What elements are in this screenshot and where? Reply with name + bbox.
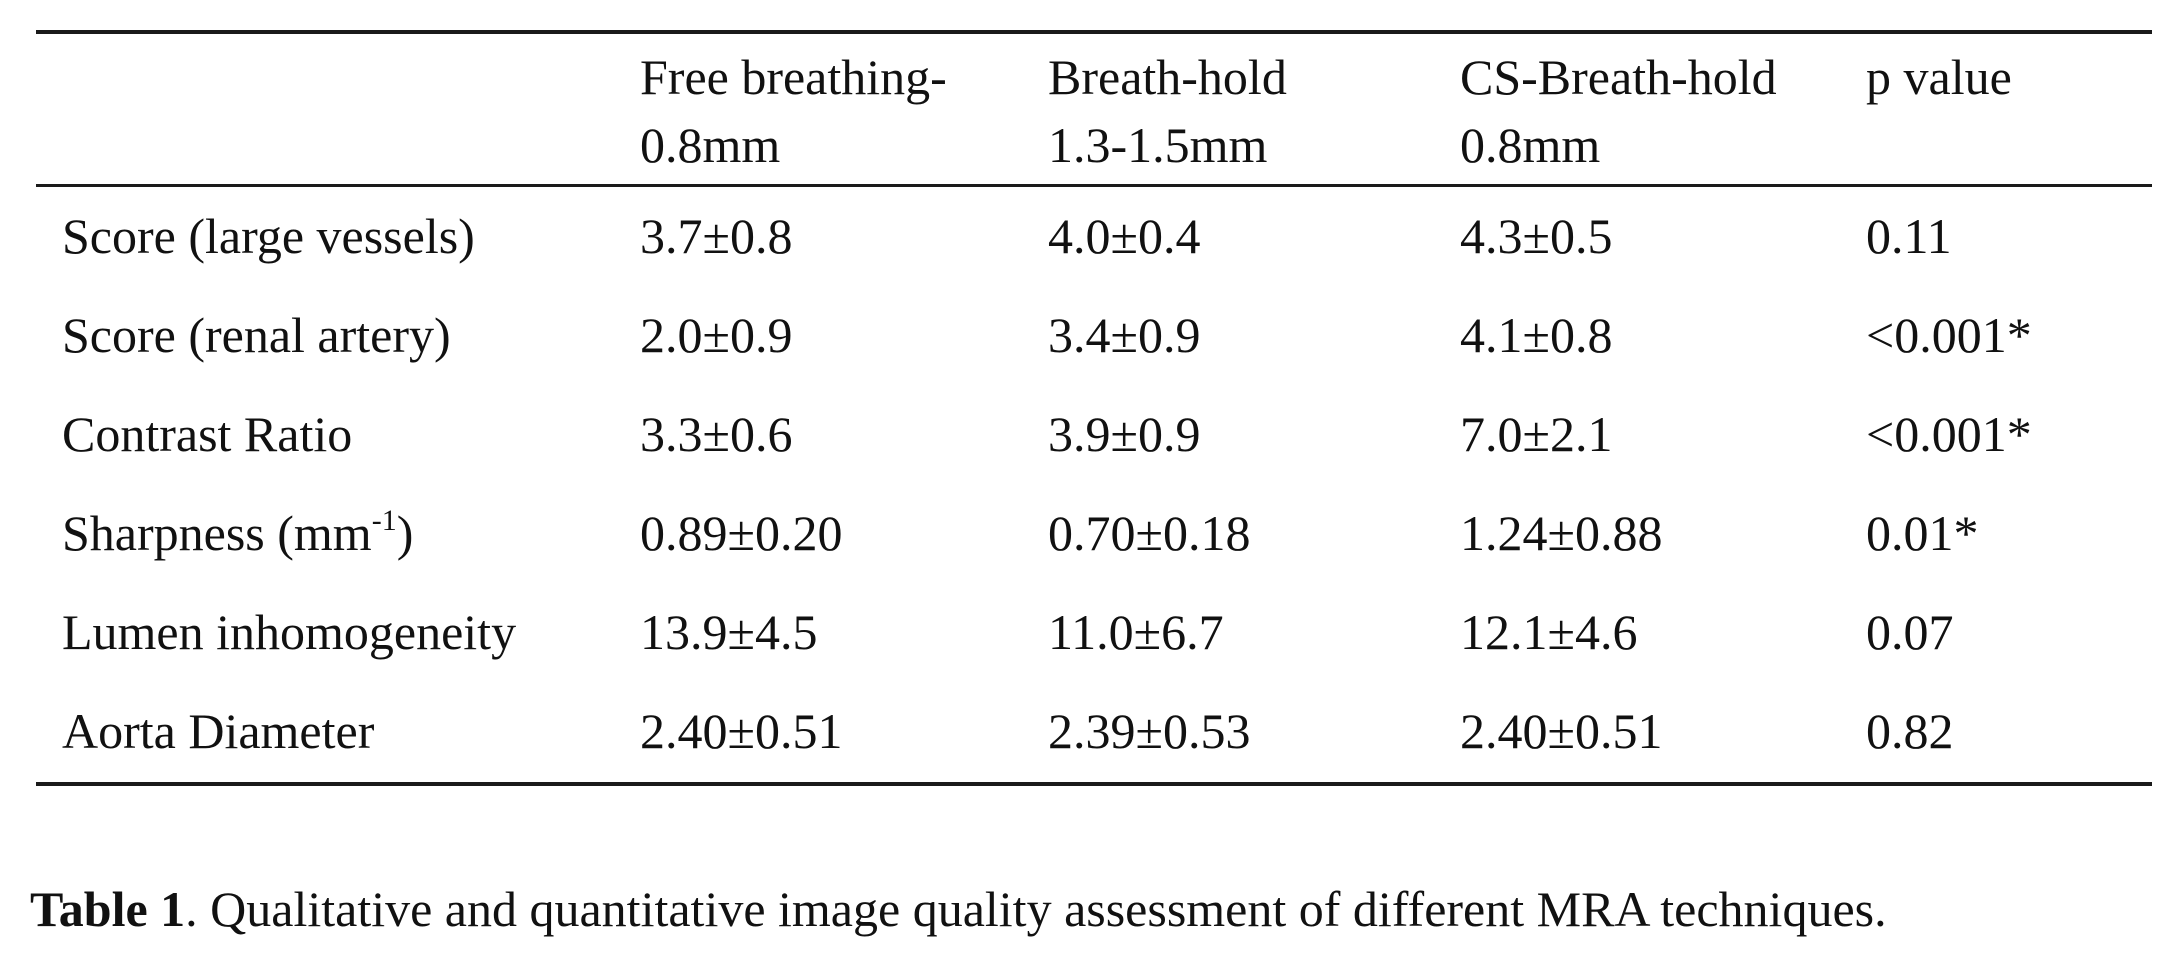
- table-top-rule: [36, 30, 2152, 34]
- table-cell: 7.0±2.1: [1460, 406, 1613, 462]
- header-cs-breath-hold-line1: CS-Breath-hold: [1460, 49, 1777, 105]
- table-cell: 4.1±0.8: [1460, 307, 1613, 363]
- header-free-breathing-line1: Free breathing-: [640, 49, 947, 105]
- header-cs-breath-hold-line2: 0.8mm: [1460, 117, 1601, 173]
- table-cell: 2.40±0.51: [1460, 703, 1663, 759]
- header-p-value: p value: [1866, 49, 2012, 105]
- table-cell: 4.3±0.5: [1460, 208, 1613, 264]
- table-cell: 3.4±0.9: [1048, 307, 1201, 363]
- table-cell: 12.1±4.6: [1460, 604, 1638, 660]
- table-caption: Table 1. Qualitative and quantitative im…: [30, 876, 1887, 942]
- table-header-rule: [36, 184, 2152, 187]
- table-cell: 3.3±0.6: [640, 406, 793, 462]
- table-cell: 1.24±0.88: [1460, 505, 1663, 561]
- p-value-cell: <0.001*: [1866, 406, 2032, 462]
- row-label: Score (large vessels): [62, 203, 475, 269]
- table-cell: 3.9±0.9: [1048, 406, 1201, 462]
- row-label-text: Sharpness (mm: [62, 505, 372, 561]
- table-cell: 2.39±0.53: [1048, 703, 1251, 759]
- caption-label: Table 1: [30, 881, 186, 937]
- p-value-cell: <0.001*: [1866, 307, 2032, 363]
- table-cell: 4.0±0.4: [1048, 208, 1201, 264]
- p-value-cell: 0.01*: [1866, 505, 1979, 561]
- row-label-text: Aorta Diameter: [62, 703, 375, 759]
- row-label: Score (renal artery): [62, 302, 451, 368]
- row-label-superscript: -1: [371, 504, 397, 537]
- header-breath-hold-line1: Breath-hold: [1048, 49, 1287, 105]
- row-label-suffix: ): [396, 505, 414, 561]
- p-value-cell: 0.11: [1866, 208, 1952, 264]
- table-cell: 0.89±0.20: [640, 505, 843, 561]
- table-bottom-rule: [36, 782, 2152, 786]
- table-cell: 11.0±6.7: [1048, 604, 1224, 660]
- p-value-cell: 0.07: [1866, 604, 1954, 660]
- table-cell: 3.7±0.8: [640, 208, 793, 264]
- row-label-text: Lumen inhomogeneity: [62, 604, 517, 660]
- row-label: Aorta Diameter: [62, 698, 374, 764]
- table-cell: 2.0±0.9: [640, 307, 793, 363]
- row-label-text: Score (large vessels): [62, 208, 475, 264]
- table-cell: 0.70±0.18: [1048, 505, 1251, 561]
- row-label-text: Score (renal artery): [62, 307, 451, 363]
- header-free-breathing-line2: 0.8mm: [640, 117, 781, 173]
- table-cell: 2.40±0.51: [640, 703, 843, 759]
- row-label: Sharpness (mm-1): [62, 500, 413, 566]
- header-breath-hold-line2: 1.3-1.5mm: [1048, 117, 1268, 173]
- row-label-text: Contrast Ratio: [62, 406, 353, 462]
- table-cell: 13.9±4.5: [640, 604, 818, 660]
- caption-text: . Qualitative and quantitative image qua…: [185, 881, 1887, 937]
- row-label: Lumen inhomogeneity: [62, 599, 516, 665]
- row-label: Contrast Ratio: [62, 401, 352, 467]
- p-value-cell: 0.82: [1866, 703, 1954, 759]
